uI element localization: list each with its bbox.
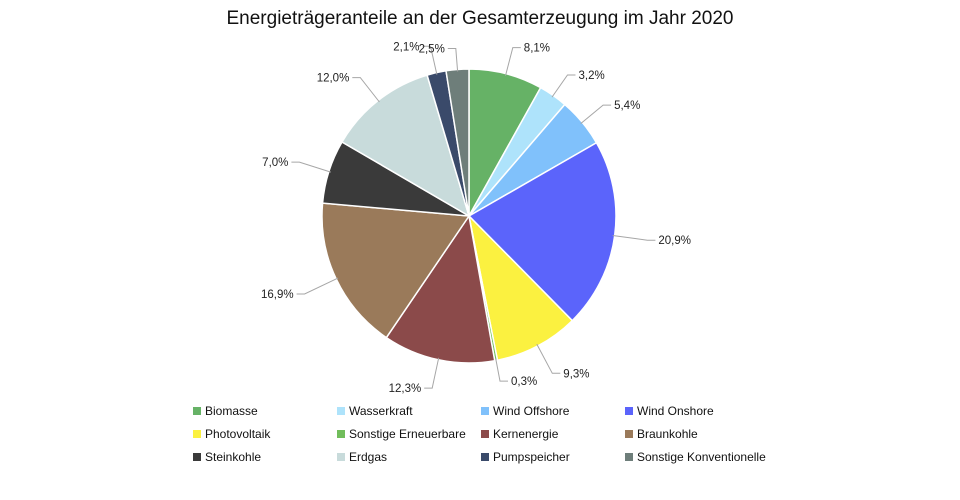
- leader-line-photovoltaik: [536, 343, 561, 374]
- legend-label: Erdgas: [349, 449, 388, 464]
- leader-line-steinkohle: [291, 161, 331, 173]
- legend-item-photovoltaik: Photovoltaik: [193, 426, 337, 441]
- legend-swatch: [193, 429, 201, 438]
- leader-line-braunkohle: [296, 277, 339, 295]
- leader-line-erdgas: [352, 77, 380, 103]
- leader-line-sonstige-erneuerbare: [495, 358, 508, 382]
- legend-label: Wasserkraft: [349, 403, 413, 418]
- pie-chart: 8,1% 3,2% 5,4% 20,9% 9,3% 0,3% 12,3% 16,9% 7,0% 1…: [261, 41, 691, 395]
- leader-line-sonstige-konventionelle: [447, 48, 459, 72]
- pie-slices: [321, 68, 617, 364]
- legend-swatch: [481, 452, 489, 461]
- legend-item-kernenergie: Kernenergie: [481, 426, 625, 441]
- data-label-erdgas: 12,0%: [317, 73, 350, 85]
- legend-item-braunkohle: Braunkohle: [625, 426, 785, 441]
- legend-swatch: [337, 406, 345, 415]
- legend-swatch: [337, 452, 345, 461]
- legend-label: Biomasse: [205, 403, 258, 418]
- data-label-kernenergie: 12,3%: [389, 383, 422, 395]
- data-label-steinkohle: 7,0%: [262, 157, 288, 169]
- legend-label: Sonstige Konventionelle: [637, 449, 766, 464]
- data-label-biomasse: 8,1%: [524, 43, 550, 55]
- legend-label: Sonstige Erneuerbare: [349, 426, 466, 441]
- leader-line-wasserkraft: [551, 74, 576, 98]
- legend-item-wind-onshore: Wind Onshore: [625, 403, 785, 418]
- leader-line-wind-offshore: [580, 104, 612, 124]
- legend-item-pumpspeicher: Pumpspeicher: [481, 449, 625, 464]
- legend-label: Kernenergie: [493, 426, 559, 441]
- legend-item-wind-offshore: Wind Offshore: [481, 403, 625, 418]
- legend-label: Pumpspeicher: [493, 449, 570, 464]
- legend-label: Photovoltaik: [205, 426, 271, 441]
- legend-swatch: [481, 406, 489, 415]
- legend-item-sonstige-erneuerbare: Sonstige Erneuerbare: [337, 426, 481, 441]
- legend-swatch: [625, 429, 633, 438]
- data-label-photovoltaik: 9,3%: [563, 368, 589, 380]
- legend-item-erdgas: Erdgas: [337, 449, 481, 464]
- legend: Biomasse Wasserkraft Wind Offshore Wind Ons…: [193, 403, 785, 464]
- legend-swatch: [193, 452, 201, 461]
- chart-title: Energieträgeranteile an der Gesamterzeug…: [226, 8, 734, 29]
- legend-label: Wind Onshore: [637, 403, 714, 418]
- leader-lines: [291, 45, 656, 389]
- data-labels: 8,1% 3,2% 5,4% 20,9% 9,3% 0,3% 12,3% 16,9% 7,0% 1…: [261, 41, 691, 395]
- data-label-sonstige-konventionelle: 2,5%: [419, 44, 445, 56]
- legend-item-wasserkraft: Wasserkraft: [337, 403, 481, 418]
- leader-line-wind-onshore: [612, 235, 656, 241]
- data-label-wind-offshore: 5,4%: [614, 100, 640, 112]
- legend-swatch: [625, 452, 633, 461]
- legend-label: Wind Offshore: [493, 403, 570, 418]
- data-label-braunkohle: 16,9%: [261, 289, 294, 301]
- legend-swatch: [193, 406, 201, 415]
- legend-swatch: [481, 429, 489, 438]
- data-label-sonstige-erneuerbare: 0,3%: [511, 376, 537, 388]
- legend-item-steinkohle: Steinkohle: [193, 449, 337, 464]
- legend-item-biomasse: Biomasse: [193, 403, 337, 418]
- data-label-wasserkraft: 3,2%: [579, 70, 605, 82]
- legend-label: Braunkohle: [637, 426, 698, 441]
- leader-line-biomasse: [505, 47, 521, 76]
- legend-label: Steinkohle: [205, 449, 262, 464]
- data-label-wind-onshore: 20,9%: [658, 235, 691, 247]
- legend-swatch: [625, 406, 633, 415]
- legend-swatch: [337, 429, 345, 438]
- leader-line-kernenergie: [424, 357, 440, 389]
- legend-item-sonstige-konventionelle: Sonstige Konventionelle: [625, 449, 785, 464]
- data-label-pumpspeicher: 2,1%: [393, 41, 419, 53]
- leader-line-pumpspeicher: [422, 45, 438, 75]
